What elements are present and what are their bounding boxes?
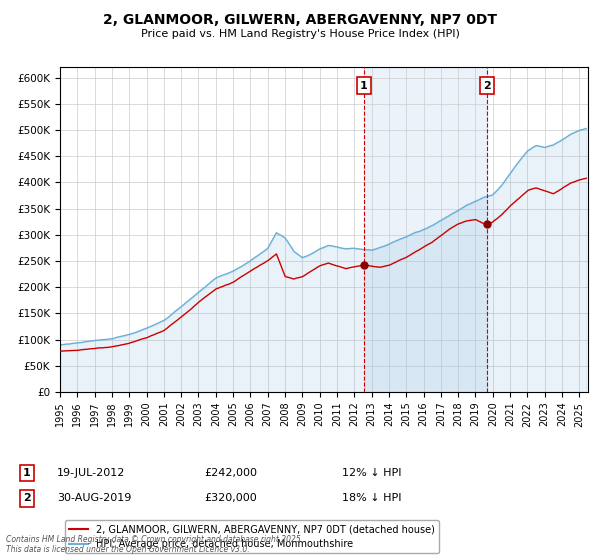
Bar: [364, 67, 487, 392]
Text: 12% ↓ HPI: 12% ↓ HPI: [342, 468, 401, 478]
Legend: 2, GLANMOOR, GILWERN, ABERGAVENNY, NP7 0DT (detached house), HPI: Average price,: 2, GLANMOOR, GILWERN, ABERGAVENNY, NP7 0…: [65, 520, 439, 553]
Text: £320,000: £320,000: [204, 493, 257, 503]
Text: 18% ↓ HPI: 18% ↓ HPI: [342, 493, 401, 503]
Text: Price paid vs. HM Land Registry's House Price Index (HPI): Price paid vs. HM Land Registry's House …: [140, 29, 460, 39]
Text: Contains HM Land Registry data © Crown copyright and database right 2025.
This d: Contains HM Land Registry data © Crown c…: [6, 535, 303, 554]
Text: 2: 2: [23, 493, 31, 503]
Text: 1: 1: [360, 81, 368, 91]
Text: 1: 1: [23, 468, 31, 478]
Text: 2: 2: [483, 81, 491, 91]
Text: 2, GLANMOOR, GILWERN, ABERGAVENNY, NP7 0DT: 2, GLANMOOR, GILWERN, ABERGAVENNY, NP7 0…: [103, 13, 497, 27]
Text: 19-JUL-2012: 19-JUL-2012: [57, 468, 125, 478]
Text: 30-AUG-2019: 30-AUG-2019: [57, 493, 131, 503]
Text: £242,000: £242,000: [204, 468, 257, 478]
